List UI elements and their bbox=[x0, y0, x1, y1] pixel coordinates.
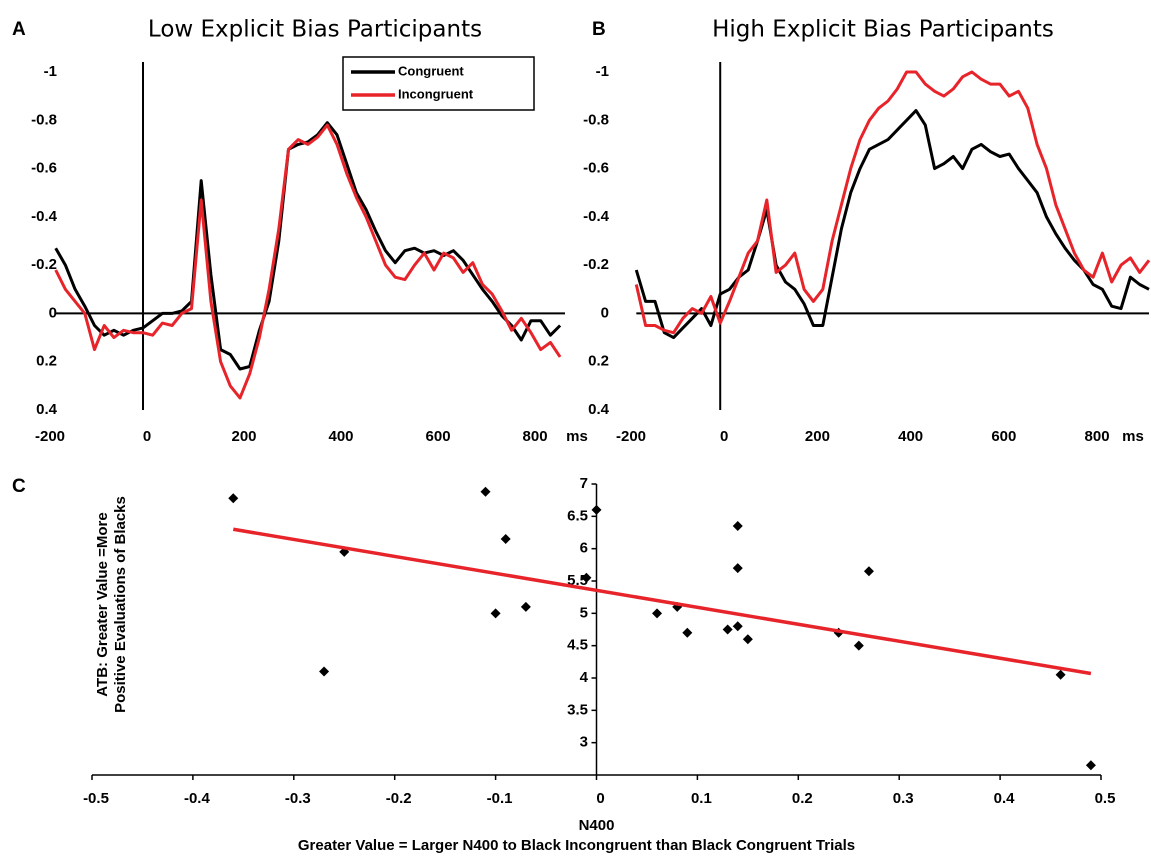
y-tick-label: 6 bbox=[580, 540, 588, 557]
scatter-point bbox=[500, 533, 511, 544]
chart-title: High Explicit Bias Participants bbox=[712, 17, 1054, 43]
y-tick-label: 0 bbox=[601, 304, 609, 321]
x-axis-title: N400 bbox=[579, 817, 615, 834]
y-tick-label: 4 bbox=[580, 669, 589, 686]
scatter-point bbox=[732, 521, 743, 532]
chart-title: Low Explicit Bias Participants bbox=[148, 17, 482, 43]
x-tick-label: 800 bbox=[523, 428, 548, 445]
x-tick-label: -0.2 bbox=[386, 790, 412, 807]
legend-box bbox=[342, 56, 535, 111]
y-tick-label: 6.5 bbox=[567, 507, 588, 524]
y-tick-label: 0.4 bbox=[588, 401, 610, 418]
y-tick-label: -0.4 bbox=[583, 208, 610, 225]
x-tick-label: -0.5 bbox=[83, 790, 109, 807]
x-tick-label: 600 bbox=[426, 428, 451, 445]
scatter-point bbox=[581, 572, 592, 583]
scatter-point bbox=[732, 563, 743, 574]
series-line bbox=[54, 123, 562, 400]
scatter-point bbox=[480, 486, 491, 497]
x-tick-label: 0.2 bbox=[792, 790, 813, 807]
y-tick-label: -0.6 bbox=[583, 160, 609, 177]
y-tick-label: -0.2 bbox=[583, 256, 609, 273]
scatter-point bbox=[319, 666, 330, 677]
y-tick-label: 3.5 bbox=[567, 701, 588, 718]
panel-letter: C bbox=[12, 476, 26, 497]
x-tick-label: 400 bbox=[329, 428, 354, 445]
x-tick-label: 200 bbox=[232, 428, 257, 445]
scatter-point bbox=[520, 601, 531, 612]
series-line bbox=[634, 109, 1150, 340]
scatter-point bbox=[732, 621, 743, 632]
x-tick-label: 0 bbox=[596, 790, 604, 807]
series-line bbox=[54, 121, 562, 371]
y-tick-label: -0.8 bbox=[583, 111, 609, 128]
y-tick-label: 0.2 bbox=[36, 353, 57, 370]
scatter-point bbox=[652, 608, 663, 619]
x-tick-label: 0 bbox=[143, 428, 151, 445]
y-tick-label: -1 bbox=[596, 63, 609, 80]
x-tick-label: 600 bbox=[991, 428, 1016, 445]
y-tick-label: 3 bbox=[580, 734, 588, 751]
x-axis-unit: ms bbox=[566, 428, 588, 445]
scatter-point bbox=[682, 627, 693, 638]
trend-line bbox=[232, 527, 1092, 676]
y-tick-label: 0.2 bbox=[588, 353, 609, 370]
x-tick-label: 800 bbox=[1085, 428, 1110, 445]
scatter-point bbox=[591, 504, 602, 515]
x-tick-label: 0.3 bbox=[893, 790, 914, 807]
panel-letter: A bbox=[12, 19, 26, 40]
x-tick-label: 0.5 bbox=[1095, 790, 1116, 807]
x-tick-label: -0.4 bbox=[184, 790, 211, 807]
x-tick-label: 0 bbox=[720, 428, 728, 445]
legend-label: Incongruent bbox=[398, 86, 474, 101]
x-tick-label: -200 bbox=[35, 428, 65, 445]
y-axis-title: Positive Evaluations of Blacks bbox=[112, 496, 129, 713]
scatter-point bbox=[228, 493, 239, 504]
y-tick-label: 4.5 bbox=[567, 637, 588, 654]
legend-label: Congruent bbox=[398, 63, 464, 78]
x-tick-label: 400 bbox=[898, 428, 923, 445]
y-tick-label: 0.4 bbox=[36, 401, 58, 418]
y-tick-label: 5 bbox=[580, 604, 588, 621]
y-tick-label: 0 bbox=[49, 304, 57, 321]
y-tick-label: -0.4 bbox=[31, 208, 58, 225]
y-tick-label: -0.2 bbox=[31, 256, 57, 273]
y-tick-label: -1 bbox=[44, 63, 57, 80]
x-tick-label: -0.3 bbox=[285, 790, 311, 807]
y-axis-title: ATB: Greater Value =More bbox=[94, 512, 111, 696]
scatter-point bbox=[1055, 669, 1066, 680]
scatter-point bbox=[742, 634, 753, 645]
x-axis-unit: ms bbox=[1122, 428, 1144, 445]
scatter-point bbox=[490, 608, 501, 619]
panel-letter: B bbox=[592, 19, 606, 40]
x-tick-label: 0.1 bbox=[691, 790, 712, 807]
y-tick-label: -0.6 bbox=[31, 160, 57, 177]
scatter-point bbox=[853, 640, 864, 651]
x-tick-label: 200 bbox=[805, 428, 830, 445]
x-tick-label: -200 bbox=[616, 428, 646, 445]
x-tick-label: 0.4 bbox=[994, 790, 1016, 807]
scatter-point bbox=[863, 566, 874, 577]
y-tick-label: -0.8 bbox=[31, 111, 57, 128]
y-tick-label: 7 bbox=[580, 475, 588, 492]
scatter-point bbox=[722, 624, 733, 635]
x-axis-subtitle: Greater Value = Larger N400 to Black Inc… bbox=[298, 837, 855, 854]
series-line bbox=[634, 70, 1151, 335]
x-tick-label: -0.1 bbox=[487, 790, 513, 807]
scatter-point bbox=[1085, 760, 1096, 771]
